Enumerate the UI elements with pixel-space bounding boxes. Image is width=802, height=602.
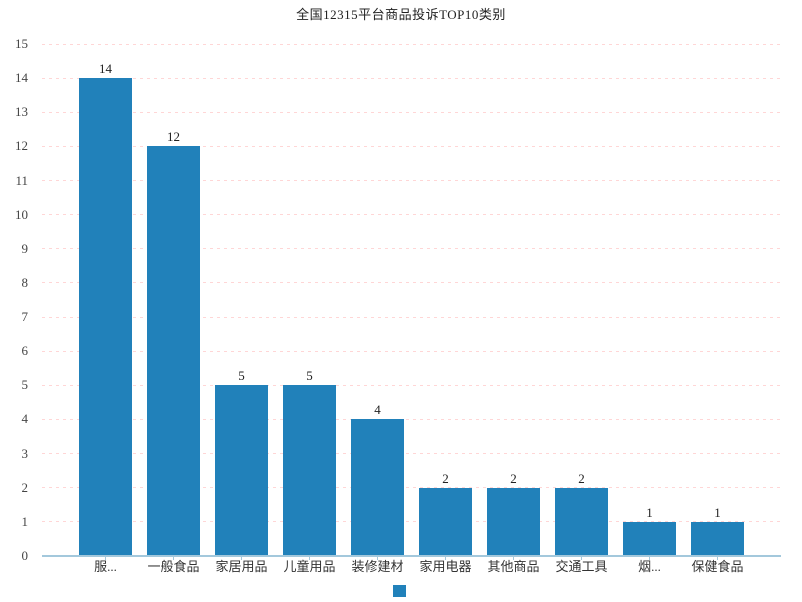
x-axis-tick <box>105 556 106 560</box>
y-axis-tick-label: 10 <box>15 207 28 222</box>
y-gridline <box>42 248 781 250</box>
bar[interactable] <box>419 487 472 556</box>
bar[interactable] <box>215 385 268 556</box>
x-axis-category-label: 家居用品 <box>215 559 268 574</box>
x-axis-category-label: 其他商品 <box>487 559 540 574</box>
y-gridline <box>42 350 781 352</box>
y-gridline <box>42 521 781 523</box>
y-gridline <box>42 145 781 147</box>
x-axis-tick <box>241 556 242 560</box>
bar-value-label: 5 <box>306 368 313 384</box>
bar-value-label: 4 <box>374 402 381 418</box>
bar-value-label: 1 <box>714 504 721 520</box>
y-gridline <box>42 77 781 79</box>
chart-title: 全国12315平台商品投诉TOP10类别 <box>296 7 506 22</box>
x-axis-category-label: 一般食品 <box>147 559 200 574</box>
y-gridline <box>42 214 781 216</box>
y-axis-tick-label: 3 <box>21 446 29 461</box>
y-axis-tick-label: 8 <box>21 275 29 290</box>
y-gridline <box>42 111 781 113</box>
y-axis-tick-label: 4 <box>21 411 29 426</box>
bar[interactable] <box>351 419 404 556</box>
y-gridline <box>42 384 781 386</box>
x-axis-category-label: 烟... <box>638 559 661 574</box>
x-axis-category-label: 服... <box>94 559 117 574</box>
bar-value-label: 1 <box>646 504 653 520</box>
y-axis-tick-label: 15 <box>15 36 28 51</box>
y-axis-tick-label: 11 <box>15 173 28 188</box>
y-gridline <box>42 316 781 318</box>
y-axis-tick-label: 13 <box>15 104 28 119</box>
x-axis-tick <box>173 556 174 560</box>
y-axis-tick-label: 0 <box>21 548 29 563</box>
x-axis-tick <box>581 556 582 560</box>
y-axis-tick-label: 12 <box>15 138 28 153</box>
y-axis-tick-label: 9 <box>21 241 29 256</box>
y-axis-tick-label: 7 <box>21 309 29 324</box>
x-axis-tick <box>309 556 310 560</box>
bar[interactable] <box>147 146 200 556</box>
y-axis-tick-label: 14 <box>15 70 28 85</box>
bar-value-label: 2 <box>510 470 517 486</box>
y-axis-tick-label: 1 <box>21 514 29 529</box>
y-axis-tick-label: 2 <box>21 480 29 495</box>
y-gridline <box>42 418 781 420</box>
y-gridline <box>42 282 781 284</box>
x-axis-category-label: 交通工具 <box>555 559 608 574</box>
bar-value-label: 12 <box>167 129 180 145</box>
bar[interactable] <box>555 487 608 556</box>
x-axis-tick <box>445 556 446 560</box>
bar[interactable] <box>487 487 540 556</box>
x-axis-tick <box>513 556 514 560</box>
y-gridline <box>42 487 781 489</box>
bar[interactable] <box>691 521 744 556</box>
bar-value-label: 2 <box>442 470 449 486</box>
y-gridline <box>42 180 781 182</box>
y-axis-tick-label: 5 <box>21 377 29 392</box>
bar-value-label: 14 <box>99 61 112 77</box>
bar-value-label: 2 <box>578 470 585 486</box>
x-axis-category-label: 保健食品 <box>691 559 744 574</box>
x-axis-line <box>42 555 781 557</box>
x-axis-tick <box>377 556 378 560</box>
y-gridline <box>42 453 781 455</box>
x-axis-category-label: 装修建材 <box>351 559 404 574</box>
x-axis-category-label: 家用电器 <box>419 559 472 574</box>
legend-marker[interactable] <box>393 585 406 597</box>
bar-value-label: 5 <box>238 368 245 384</box>
x-axis-tick <box>649 556 650 560</box>
x-axis-category-label: 儿童用品 <box>283 559 336 574</box>
x-axis-tick <box>717 556 718 560</box>
y-gridline <box>42 43 781 45</box>
bar[interactable] <box>79 78 132 556</box>
bar[interactable] <box>283 385 336 556</box>
y-axis-tick-label: 6 <box>21 343 29 358</box>
bar[interactable] <box>623 521 676 556</box>
